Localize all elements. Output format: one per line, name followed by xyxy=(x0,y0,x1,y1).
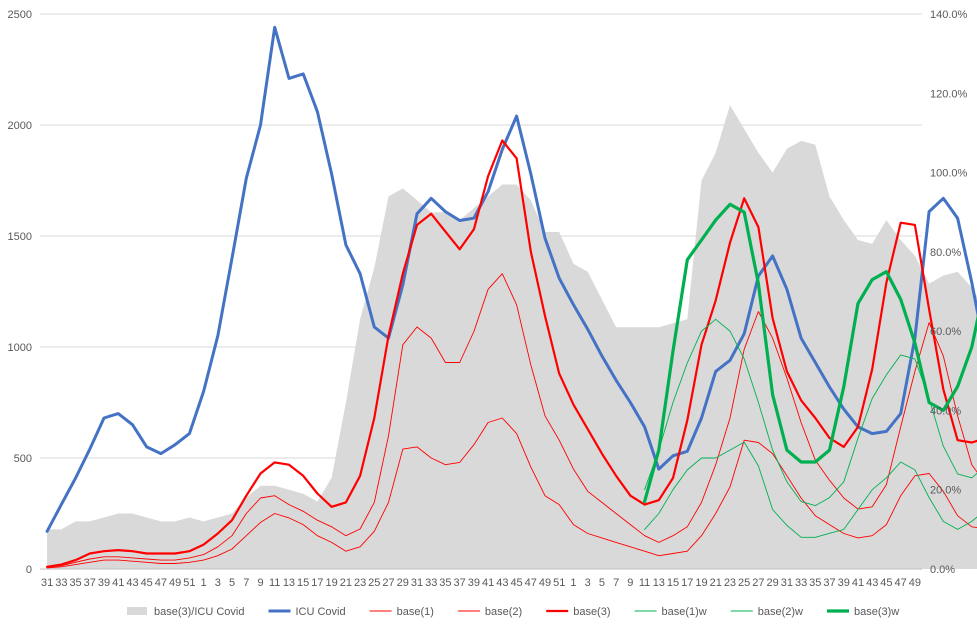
x-tick-label: 19 xyxy=(695,577,707,589)
x-tick-label: 39 xyxy=(468,577,480,589)
x-tick-label: 31 xyxy=(781,577,793,589)
x-tick-label: 15 xyxy=(667,577,679,589)
series-line-base(2) xyxy=(46,273,977,568)
x-tick-label: 49 xyxy=(539,577,551,589)
x-tick-label: 43 xyxy=(866,577,878,589)
x-tick-label: 1 xyxy=(570,577,576,589)
legend-item-label: base(2)w xyxy=(758,606,803,618)
x-tick-label: 13 xyxy=(283,577,295,589)
x-tick-label: 33 xyxy=(425,577,437,589)
x-tick-label: 17 xyxy=(311,577,323,589)
series-line-base(2)w xyxy=(644,318,977,507)
x-tick-label: 33 xyxy=(55,577,67,589)
x-tick-label: 33 xyxy=(795,577,807,589)
x-tick-label: 11 xyxy=(639,577,650,589)
y-tick-label: 2000 xyxy=(8,120,32,132)
x-tick-label: 41 xyxy=(852,577,864,589)
x-tick-label: 9 xyxy=(627,577,633,589)
legend-item-label: base(2) xyxy=(485,606,522,618)
x-tick-label: 1 xyxy=(201,577,207,589)
x-tick-label: 9 xyxy=(257,577,263,589)
y2-tick-label: 80.0% xyxy=(930,247,961,259)
series-line-base(3) xyxy=(46,139,977,568)
y2-tick-label: 120.0% xyxy=(930,88,968,100)
legend-item-label: base(1) xyxy=(397,606,434,618)
legend-item-label: ICU Covid xyxy=(295,606,345,618)
series-line-base(3)w xyxy=(643,202,977,504)
legend: base(3)/ICU Covid ICU Covid base(1) base(2)… xyxy=(127,606,899,618)
legend-item-label: base(3) xyxy=(573,606,610,618)
axes: 0 500 1000 1500 2000 2500 0.0% 20.0% 40.0% 60.0% 8… xyxy=(8,9,968,589)
x-tick-label: 51 xyxy=(553,577,565,589)
y2-tick-label: 60.0% xyxy=(930,326,961,338)
legend-swatch xyxy=(127,607,147,615)
x-tick-label: 29 xyxy=(397,577,409,589)
x-tick-label: 21 xyxy=(340,577,352,589)
x-tick-label: 47 xyxy=(895,577,907,589)
y-tick-label: 0 xyxy=(26,564,32,576)
x-tick-label: 15 xyxy=(297,577,309,589)
x-tick-label: 5 xyxy=(599,577,605,589)
x-tick-label: 43 xyxy=(496,577,508,589)
y2-tick-label: 20.0% xyxy=(930,485,961,497)
x-tick-label: 3 xyxy=(215,577,221,589)
y2-tick-label: 100.0% xyxy=(930,168,968,180)
y-tick-label: 1000 xyxy=(8,342,32,354)
x-tick-label: 51 xyxy=(183,577,195,589)
x-tick-label: 49 xyxy=(169,577,181,589)
x-tick-label: 23 xyxy=(724,577,736,589)
x-tick-label: 21 xyxy=(710,577,722,589)
x-tick-label: 49 xyxy=(909,577,921,589)
x-tick-label: 41 xyxy=(112,577,124,589)
series-line-ICU Covid xyxy=(45,25,977,533)
series-line-base(1) xyxy=(46,417,977,569)
x-tick-label: 23 xyxy=(354,577,366,589)
x-tick-label: 27 xyxy=(752,577,764,589)
x-tick-label: 25 xyxy=(738,577,750,589)
series-line-base(1)w xyxy=(644,441,977,538)
x-tick-label: 45 xyxy=(141,577,153,589)
y2-tick-label: 140.0% xyxy=(930,9,968,21)
x-tick-label: 29 xyxy=(767,577,779,589)
x-tick-label: 17 xyxy=(681,577,693,589)
x-tick-label: 5 xyxy=(229,577,235,589)
x-tick-label: 27 xyxy=(382,577,394,589)
x-tick-label: 37 xyxy=(454,577,466,589)
x-tick-label: 31 xyxy=(41,577,53,589)
x-tick-label: 41 xyxy=(482,577,494,589)
x-tick-label: 35 xyxy=(69,577,81,589)
y2-tick-label: 0.0% xyxy=(930,564,955,576)
plot-area xyxy=(45,25,977,569)
x-tick-label: 13 xyxy=(653,577,665,589)
x-tick-label: 11 xyxy=(269,577,280,589)
x-tick-label: 47 xyxy=(155,577,167,589)
x-tick-label: 7 xyxy=(613,577,619,589)
x-tick-label: 43 xyxy=(126,577,138,589)
x-tick-label: 35 xyxy=(809,577,821,589)
x-tick-label: 31 xyxy=(411,577,423,589)
x-tick-label: 45 xyxy=(880,577,892,589)
x-tick-label: 37 xyxy=(84,577,96,589)
y-tick-label: 500 xyxy=(14,453,32,465)
x-tick-label: 19 xyxy=(326,577,338,589)
x-tick-label: 25 xyxy=(368,577,380,589)
x-tick-label: 39 xyxy=(98,577,110,589)
y-tick-label: 1500 xyxy=(8,231,32,243)
x-tick-label: 39 xyxy=(838,577,850,589)
legend-item-label: base(3)w xyxy=(854,606,899,618)
legend-item-label: base(3)/ICU Covid xyxy=(154,606,244,618)
y-tick-label: 2500 xyxy=(8,9,32,21)
x-tick-label: 37 xyxy=(823,577,835,589)
legend-item-label: base(1)w xyxy=(662,606,707,618)
x-tick-label: 45 xyxy=(510,577,522,589)
x-tick-label: 3 xyxy=(585,577,591,589)
x-tick-label: 47 xyxy=(525,577,537,589)
x-tick-label: 7 xyxy=(243,577,249,589)
x-tick-label: 35 xyxy=(439,577,451,589)
y2-tick-label: 40.0% xyxy=(930,405,961,417)
